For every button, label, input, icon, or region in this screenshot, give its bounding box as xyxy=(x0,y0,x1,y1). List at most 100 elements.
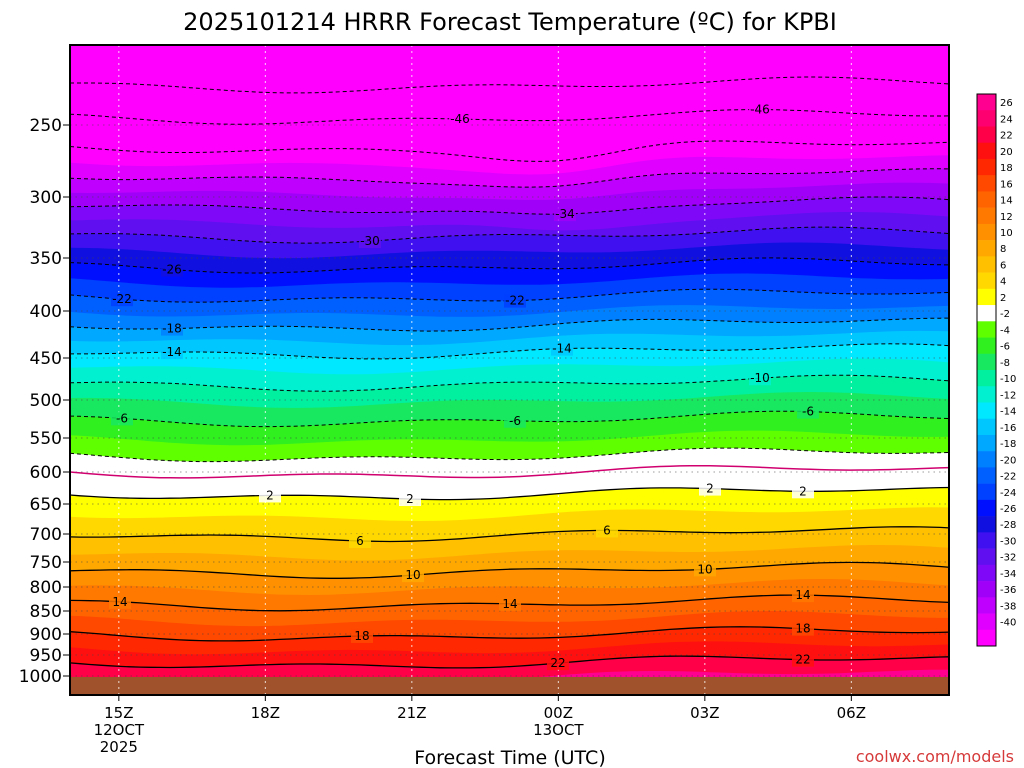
contour-label: 6 xyxy=(356,534,364,548)
freezing-line xyxy=(70,464,949,479)
y-tick-label-750: 750 xyxy=(30,553,62,573)
colorbar-swatch xyxy=(977,321,996,338)
colorbar-swatch xyxy=(977,337,996,355)
colorbar-swatch xyxy=(977,386,996,403)
contour-label: -30 xyxy=(360,234,380,248)
y-tick-label-700: 700 xyxy=(30,525,62,545)
contour-label: -14 xyxy=(162,345,182,359)
contour-label-bg xyxy=(399,492,421,507)
y-tick-label-600: 600 xyxy=(30,463,62,483)
y-tick-label-400: 400 xyxy=(30,302,62,322)
colorbar-swatch xyxy=(977,629,996,647)
contour-label: 2 xyxy=(406,492,414,506)
contour-label: 6 xyxy=(603,523,611,537)
colorbar-swatch xyxy=(977,175,996,192)
contour-labels: -46 -46 -34 -30 -26 -22 -22 -18 -14 -14 -10 -6 -6 -6 2… xyxy=(109,102,819,671)
contour-label: -46 xyxy=(750,103,770,117)
y-tick-label-1000: 1000 xyxy=(19,667,62,687)
colorbar-swatch xyxy=(977,564,996,582)
contour-label: 14 xyxy=(502,597,517,611)
colorbar: 26 24 22 20 18 16 14 12 10 8 6 4 2 -2 -4 -6 -8 -10 -12 -14 -… xyxy=(976,93,1016,647)
band-below--54 xyxy=(70,45,949,61)
contour-label: 14 xyxy=(795,588,810,602)
contour-label-bg xyxy=(161,321,183,336)
colorbar-label--12: -12 xyxy=(1000,390,1016,401)
colorbar-label--28: -28 xyxy=(1000,520,1016,531)
contour-label: 2 xyxy=(706,482,714,496)
colorbar-label-16: 16 xyxy=(1000,179,1013,190)
colorbar-swatch xyxy=(977,370,996,387)
contour-label-bg xyxy=(596,523,618,538)
colorbar-swatch xyxy=(977,191,996,208)
contour-label-bg xyxy=(109,594,131,609)
x-tick-label: 2025 xyxy=(100,738,138,756)
colorbar-label-12: 12 xyxy=(1000,212,1013,223)
colorbar-swatch xyxy=(977,613,996,631)
x-tick-label: 03Z xyxy=(690,704,719,722)
contour-label-bg xyxy=(547,656,569,671)
colorbar-label--14: -14 xyxy=(1000,407,1016,418)
isotherm--42 xyxy=(70,140,949,162)
x-tick-label: 15Z xyxy=(104,704,133,722)
contour-label: -34 xyxy=(555,207,575,221)
colorbar-label--30: -30 xyxy=(1000,536,1016,547)
colorbar-label-20: 20 xyxy=(1000,147,1013,158)
temperature-bands xyxy=(70,45,949,695)
isotherm--46 xyxy=(70,108,949,125)
x-axis-label: Forecast Time (UTC) xyxy=(414,747,605,768)
colorbar-swatch xyxy=(977,483,996,501)
contour-label-bg xyxy=(111,292,133,307)
x-tick-label: 06Z xyxy=(837,704,866,722)
credit-link[interactable]: coolwx.com/models xyxy=(856,747,1014,766)
contour-label-bg xyxy=(792,621,814,636)
contour-label-bg xyxy=(749,371,771,386)
isotherm-10 xyxy=(70,561,949,579)
colorbar-label-18: 18 xyxy=(1000,163,1013,174)
colorbar-swatch xyxy=(977,451,996,468)
contour-label: -22 xyxy=(112,292,132,306)
contour-label-bg xyxy=(792,588,814,603)
colorbar-label-14: 14 xyxy=(1000,196,1013,207)
chart-title: 2025101214 HRRR Forecast Temperature (ºC… xyxy=(183,8,837,36)
colorbar-label--22: -22 xyxy=(1000,472,1016,483)
colorbar-label--10: -10 xyxy=(1000,374,1016,385)
colorbar-label--38: -38 xyxy=(1000,601,1016,612)
plot-area: -46 -46 -34 -30 -26 -22 -22 -18 -14 -14 -10 -6 -6 -6 2… xyxy=(70,45,949,695)
y-tick-label-550: 550 xyxy=(30,429,62,449)
isotherm-6 xyxy=(70,526,949,543)
colorbar-label-2: 2 xyxy=(1000,293,1006,304)
colorbar-label-24: 24 xyxy=(1000,114,1013,125)
contour-label: 2 xyxy=(799,484,807,498)
y-tick-label-350: 350 xyxy=(30,249,62,269)
colorbar-swatch xyxy=(977,126,996,144)
colorbar-label--6: -6 xyxy=(1000,342,1010,353)
contour-label-bg xyxy=(554,207,576,222)
contour-label: 2 xyxy=(266,488,274,502)
colorbar-label--16: -16 xyxy=(1000,423,1016,434)
colorbar-swatch xyxy=(977,353,996,371)
colorbar-label--2: -2 xyxy=(1000,309,1010,320)
colorbar-swatch xyxy=(977,223,996,241)
contour-label-bg xyxy=(351,628,373,643)
y-tick-label-250: 250 xyxy=(30,116,62,136)
contour-label-bg xyxy=(161,345,183,360)
contour-label: -6 xyxy=(509,414,521,428)
contour-label: 22 xyxy=(795,653,810,667)
colorbar-label--26: -26 xyxy=(1000,504,1016,515)
contour-label: -14 xyxy=(552,342,572,356)
colorbar-swatch xyxy=(977,434,996,452)
colorbar-label--40: -40 xyxy=(1000,618,1016,629)
isotherm-contours xyxy=(70,76,949,669)
contour-label: -22 xyxy=(505,294,525,308)
contour-label: -26 xyxy=(162,263,182,277)
contour-label: 14 xyxy=(112,595,127,609)
contour-label-bg xyxy=(499,596,521,611)
colorbar-label--20: -20 xyxy=(1000,455,1016,466)
plot-frame xyxy=(69,44,950,696)
contour-label-bg xyxy=(699,481,721,496)
colorbar-swatch xyxy=(977,207,996,225)
colorbar-label--36: -36 xyxy=(1000,585,1016,596)
contour-label-bg xyxy=(359,234,381,249)
